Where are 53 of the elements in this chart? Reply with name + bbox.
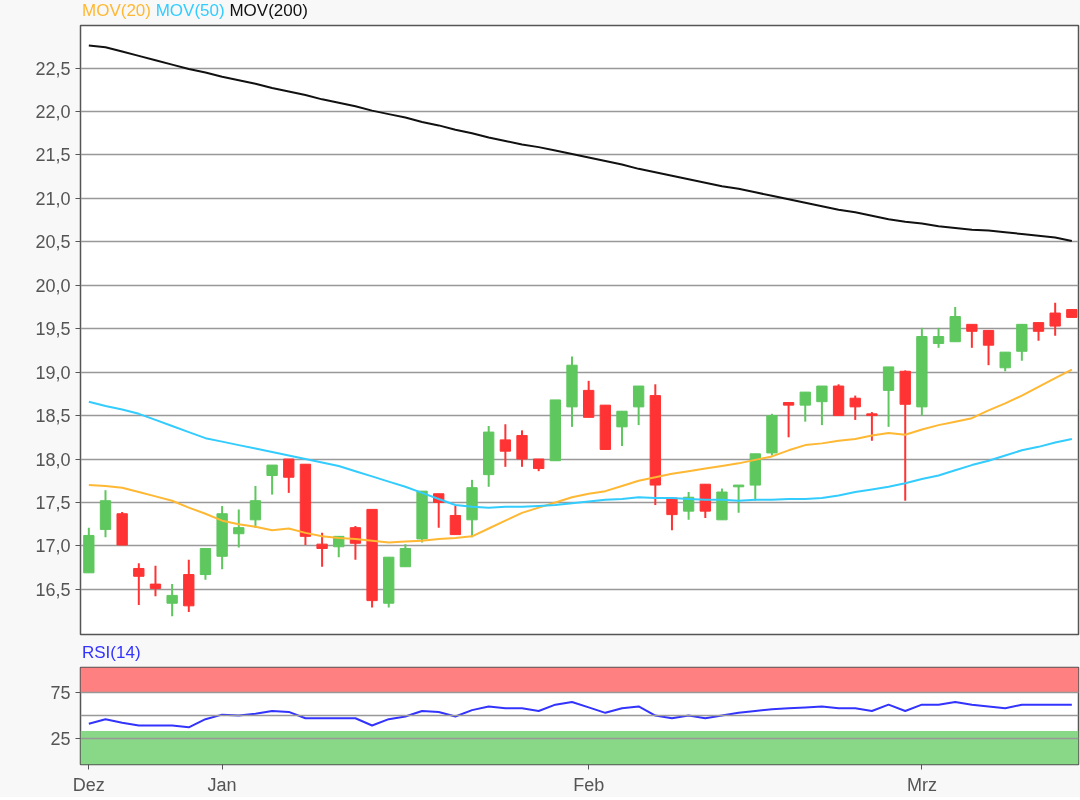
candlestick [283, 458, 295, 494]
candlestick [516, 429, 528, 468]
line-series [87, 700, 1073, 729]
text: MOV(50) [155, 1, 225, 20]
candlestick [816, 385, 828, 427]
y-tick-label: 22,5 [35, 58, 71, 79]
x-tick-label: Mrz [906, 774, 937, 795]
candlestick [233, 508, 245, 549]
y-tick-label: 18,5 [35, 406, 71, 427]
candlestick [932, 326, 945, 349]
candlestick [849, 394, 861, 421]
candlestick [966, 323, 978, 349]
candlestick [133, 562, 145, 606]
y-tick-label: 19,0 [35, 362, 71, 383]
y-tick-label: 19,5 [35, 319, 71, 340]
text: RSI(14) [82, 643, 141, 662]
candlestick [666, 497, 678, 532]
candlestick [782, 401, 795, 439]
y-tick-label: 21,0 [35, 188, 71, 209]
candlestick [866, 411, 878, 442]
x-tick-label: Feb [573, 774, 605, 795]
y-tick-label: 16,5 [35, 579, 71, 600]
candlestick [399, 543, 412, 568]
candlestick [499, 423, 512, 468]
y-tick-label: 17,5 [35, 492, 71, 513]
candlestick [616, 410, 628, 447]
x-tick-label: Jan [207, 774, 237, 795]
line-series [87, 44, 1073, 242]
y-tick-label: 22,0 [35, 102, 71, 123]
candlestick [166, 583, 178, 618]
candlestick [999, 351, 1011, 373]
candlestick [266, 464, 278, 496]
y-tick-label: 20,0 [35, 275, 71, 296]
candlestick [1032, 321, 1045, 342]
y-tick-label: 18,0 [35, 449, 71, 470]
y-tick-label: 20,5 [35, 232, 71, 253]
text: MOV(20) [82, 1, 151, 20]
candlestick [1049, 301, 1061, 337]
candlestick [882, 365, 895, 428]
candlestick [249, 484, 262, 529]
candlestick [632, 385, 645, 427]
candlestick [316, 531, 328, 568]
y-tick-label: 75 [50, 683, 71, 704]
candlestick [449, 504, 462, 536]
text: MOV(200) [229, 1, 308, 20]
x-tick-label: Dez [72, 774, 105, 795]
y-tick-label: 21,5 [35, 145, 71, 166]
y-tick-label: 17,0 [35, 536, 71, 557]
candlestick [982, 329, 995, 367]
candlestick [799, 391, 811, 423]
y-tick-label: 25 [50, 728, 71, 749]
candlestick [732, 484, 745, 514]
candlestick [149, 564, 162, 598]
